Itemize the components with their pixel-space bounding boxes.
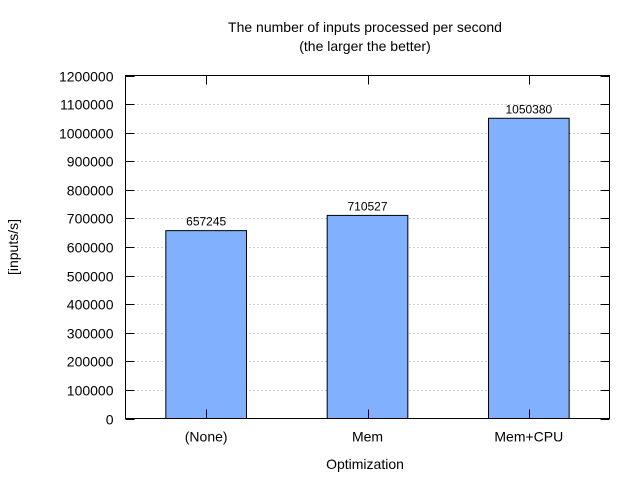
chart-subtitle: (the larger the better) — [299, 38, 431, 54]
y-axis-ticks: 0 100000 200000 300000 400000 500000 600000 700… — [59, 69, 610, 428]
data-label: 657245 — [186, 215, 226, 229]
y-tick-label: 1000000 — [59, 126, 114, 142]
x-tick-label: Mem — [352, 429, 383, 445]
y-tick-label: 1200000 — [59, 69, 114, 85]
y-tick-label: 700000 — [67, 211, 114, 227]
y-tick-label: 500000 — [67, 269, 114, 285]
x-tick-label: (None) — [185, 429, 228, 445]
y-tick-label: 0 — [106, 412, 114, 428]
y-tick-label: 300000 — [67, 326, 114, 342]
y-tick-label: 900000 — [67, 154, 114, 170]
y-tick-label: 100000 — [67, 383, 114, 399]
x-axis-ticks: (None) Mem Mem+CPU — [185, 75, 563, 445]
y-tick-label: 200000 — [67, 354, 114, 370]
plot-frame — [125, 75, 610, 419]
data-label: 1050380 — [505, 102, 552, 116]
chart-title: The number of inputs processed per secon… — [228, 19, 502, 35]
y-tick-label: 1100000 — [60, 97, 114, 113]
bar — [165, 230, 247, 419]
x-axis-label: Optimization — [326, 456, 404, 472]
bars — [165, 117, 570, 419]
bar — [326, 214, 409, 419]
y-axis-label: [inputs/s] — [5, 219, 21, 275]
data-labels: 657245 710527 1050380 — [186, 102, 552, 228]
y-tick-label: 800000 — [67, 183, 114, 199]
bar — [488, 117, 570, 419]
y-tick-label: 400000 — [67, 297, 114, 313]
y-tick-label: 600000 — [67, 240, 114, 256]
data-label: 710527 — [347, 199, 387, 213]
x-tick-label: Mem+CPU — [494, 429, 563, 445]
